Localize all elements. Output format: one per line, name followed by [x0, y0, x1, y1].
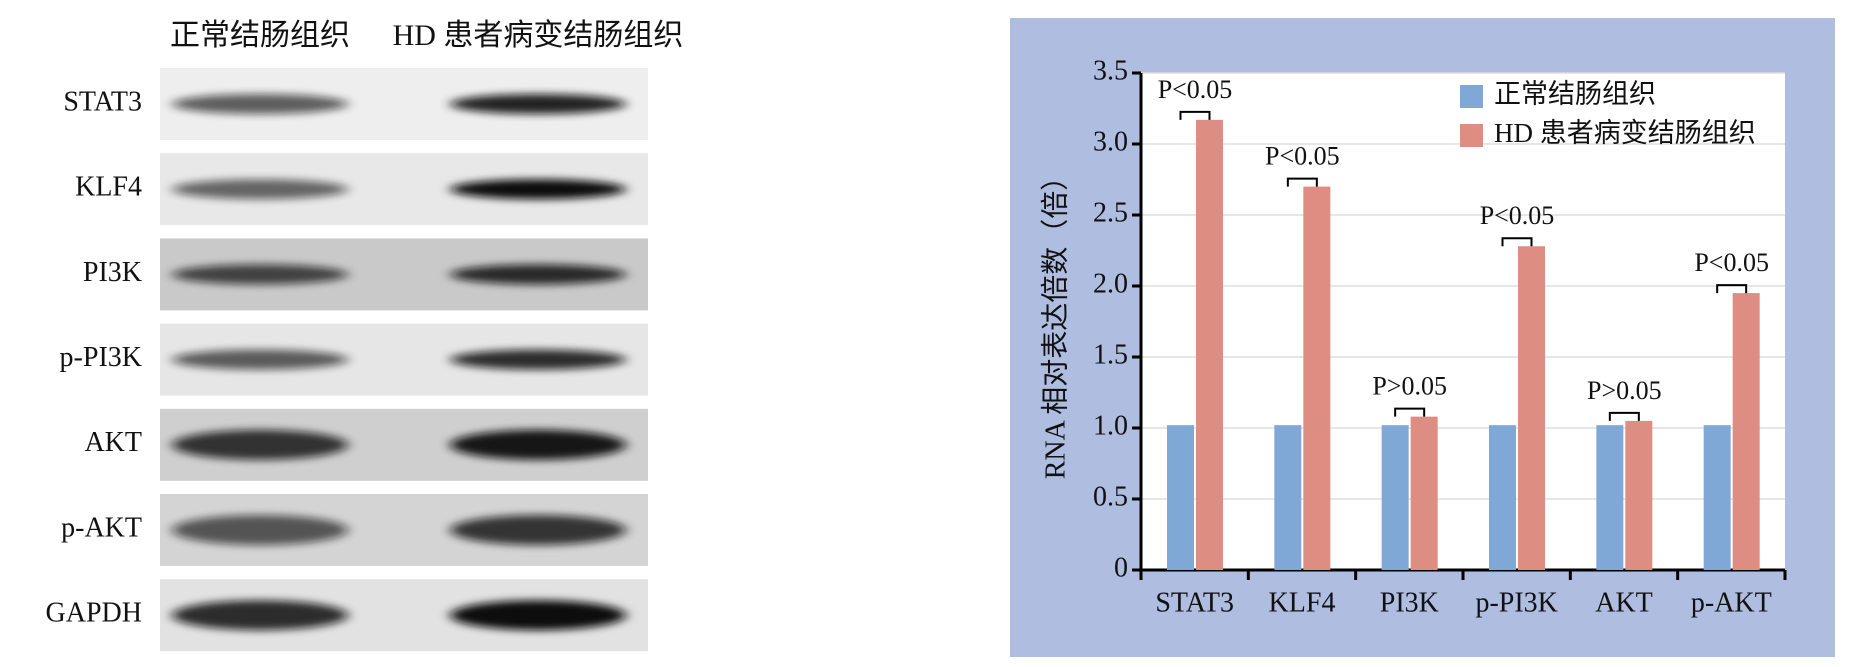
blot-band — [172, 600, 348, 631]
significance-label: P>0.05 — [1372, 372, 1447, 401]
y-tick-label: 1.5 — [1093, 339, 1128, 370]
blot-band — [172, 94, 348, 114]
legend-swatch — [1460, 124, 1483, 147]
x-tick-label: p-PI3K — [1475, 587, 1557, 618]
blot-row-label: p-AKT — [61, 512, 142, 543]
bar — [1489, 425, 1516, 570]
y-tick-label: 2.5 — [1093, 197, 1128, 228]
blot-row-label: p-PI3K — [60, 342, 142, 373]
bar — [1410, 416, 1438, 570]
bar — [1625, 420, 1653, 570]
significance-label: P<0.05 — [1158, 75, 1233, 104]
significance-bracket — [1608, 411, 1640, 421]
blot-band — [450, 264, 626, 285]
significance-bracket — [1716, 284, 1748, 294]
significance-label: P<0.05 — [1480, 201, 1555, 230]
blot-band — [450, 179, 626, 200]
x-tick-label: AKT — [1595, 587, 1653, 618]
y-tick-label: 1.0 — [1093, 410, 1128, 441]
blot-band — [450, 94, 626, 114]
blot-band — [172, 349, 348, 370]
blot-band — [172, 515, 348, 545]
blot-column-header: HD 患者病变结肠组织 — [393, 19, 684, 52]
bar — [1518, 246, 1545, 571]
y-tick-label: 0.5 — [1093, 481, 1128, 512]
y-axis-label: RNA 相对表达倍数（倍） — [1039, 163, 1071, 480]
plot-area — [1141, 73, 1785, 570]
bar — [1196, 119, 1223, 571]
bar — [1167, 425, 1194, 570]
blot-band — [450, 429, 626, 460]
y-tick-label: 3.0 — [1093, 126, 1128, 157]
bar — [1732, 293, 1760, 570]
legend-swatch — [1460, 85, 1483, 108]
blot-row-label: KLF4 — [75, 172, 142, 203]
blot-band — [172, 264, 348, 285]
blot-row-label: STAT3 — [63, 86, 142, 117]
bar — [1596, 425, 1624, 570]
blot-band — [450, 349, 626, 370]
significance-bracket — [1179, 110, 1211, 120]
blot-row-label: GAPDH — [46, 598, 142, 629]
blot-row-label: AKT — [84, 427, 142, 458]
bar — [1303, 186, 1331, 570]
x-tick-label: KLF4 — [1269, 587, 1336, 618]
blot-band — [172, 429, 348, 460]
bar — [1381, 425, 1409, 570]
bar — [1274, 425, 1302, 570]
significance-bracket — [1286, 177, 1318, 187]
blot-band — [172, 179, 348, 200]
significance-label: P<0.05 — [1694, 248, 1769, 277]
x-tick-label: PI3K — [1380, 587, 1439, 618]
blot-band — [450, 515, 626, 545]
y-tick-label: 2.0 — [1093, 268, 1128, 299]
significance-bracket — [1501, 237, 1533, 247]
x-tick-label: p-AKT — [1691, 587, 1772, 618]
blot-row-label: PI3K — [83, 257, 142, 288]
y-tick-label: 3.5 — [1093, 55, 1128, 86]
legend-label: 正常结肠组织 — [1494, 79, 1656, 109]
x-tick-label: STAT3 — [1155, 587, 1234, 618]
bar — [1703, 425, 1731, 570]
y-tick-label: 0 — [1114, 552, 1128, 583]
blot-band — [450, 600, 626, 631]
significance-label: P<0.05 — [1265, 142, 1340, 171]
blot-column-header: 正常结肠组织 — [170, 19, 350, 52]
significance-label: P>0.05 — [1587, 376, 1662, 405]
significance-bracket — [1394, 407, 1426, 417]
legend-label: HD 患者病变结肠组织 — [1494, 118, 1756, 148]
